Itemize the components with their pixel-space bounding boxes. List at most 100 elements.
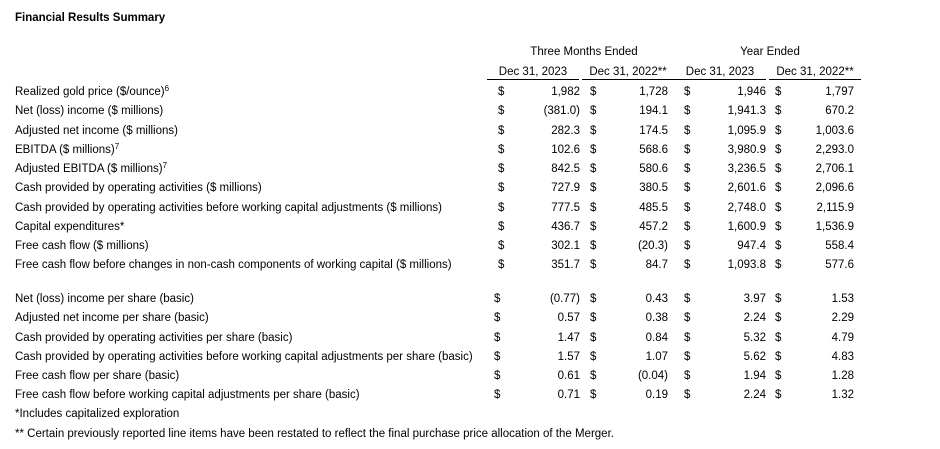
value: 1,600.9	[727, 220, 766, 233]
currency: $	[775, 201, 782, 214]
currency: $	[590, 293, 597, 305]
currency: $	[684, 143, 691, 156]
currency: $	[498, 105, 505, 118]
currency: $	[590, 312, 597, 325]
currency: $	[684, 312, 691, 325]
value: 1,728	[639, 86, 668, 98]
value: 2.29	[831, 312, 854, 325]
currency: $	[684, 124, 691, 137]
value: 5.32	[743, 331, 766, 344]
value: 1,093.8	[727, 259, 766, 272]
value: 1.28	[831, 370, 854, 382]
value: 568.6	[639, 143, 668, 156]
row-label-text: Free cash flow per share (basic)	[15, 370, 180, 382]
row-label: Free cash flow before changes in non-cas…	[15, 258, 452, 272]
currency: $	[498, 124, 505, 137]
currency: $	[775, 105, 782, 118]
value: 1,941.3	[727, 105, 766, 118]
currency: $	[775, 163, 782, 175]
footnote: *Includes capitalized exploration	[15, 408, 180, 420]
currency: $	[494, 389, 501, 402]
row-label: Cash provided by operating activities be…	[15, 201, 442, 215]
value: 0.38	[645, 312, 668, 325]
row-label: Free cash flow ($ millions)	[15, 239, 149, 253]
value: 0.84	[645, 331, 668, 344]
currency: $	[494, 331, 501, 344]
currency: $	[590, 389, 597, 402]
value: 351.7	[551, 259, 580, 272]
value: 777.5	[551, 201, 580, 214]
currency: $	[775, 124, 782, 137]
currency: $	[775, 143, 782, 156]
row-label-text: Realized gold price ($/ounce)	[15, 86, 165, 98]
row-label-text: Cash provided by operating activities be…	[15, 201, 442, 214]
value: 1.57	[557, 350, 580, 363]
currency: $	[498, 182, 505, 195]
value: 580.6	[639, 163, 668, 175]
row-label: EBITDA ($ millions)7	[15, 141, 120, 157]
value: 4.83	[831, 350, 854, 363]
value: 1,797	[825, 86, 854, 98]
value: 577.6	[825, 259, 854, 272]
currency: $	[590, 124, 597, 137]
column-header: Dec 31, 2022**	[582, 65, 674, 80]
currency: $	[775, 240, 782, 252]
currency: $	[590, 201, 597, 214]
currency: $	[684, 105, 691, 118]
currency: $	[498, 143, 505, 156]
currency: $	[494, 312, 501, 325]
currency: $	[590, 182, 597, 195]
currency: $	[590, 259, 597, 272]
footnote: ** Certain previously reported line item…	[15, 427, 614, 440]
row-label: Capital expenditures*	[15, 220, 124, 234]
footnote-ref: 7	[114, 141, 120, 151]
currency: $	[498, 220, 505, 233]
value: 3,236.5	[727, 163, 766, 175]
value: 3,980.9	[727, 143, 766, 156]
value: 282.3	[551, 124, 580, 137]
row-label: Adjusted EBITDA ($ millions)7	[15, 162, 167, 176]
currency: $	[684, 201, 691, 214]
currency: $	[775, 86, 782, 98]
value: 2,601.6	[727, 182, 766, 195]
value: 302.1	[551, 240, 580, 252]
row-label: Adjusted net income per share (basic)	[15, 311, 209, 325]
value: 84.7	[645, 259, 668, 272]
value: 1,946	[737, 86, 766, 98]
row-label: Free cash flow per share (basic)	[15, 369, 179, 383]
row-label-text: Net (loss) income per share (basic)	[15, 293, 194, 305]
value: (0.77)	[549, 293, 580, 305]
row-label: Cash provided by operating activities pe…	[15, 331, 292, 345]
value: 1.07	[645, 350, 668, 363]
value: 0.71	[557, 389, 580, 402]
value: 4.79	[831, 331, 854, 344]
value: 1.47	[557, 331, 580, 344]
currency: $	[684, 182, 691, 195]
currency: $	[494, 350, 501, 363]
currency: $	[775, 293, 782, 305]
currency: $	[775, 220, 782, 233]
row-label-text: Adjusted EBITDA ($ millions)	[15, 163, 163, 175]
row-label-text: Cash provided by operating activities be…	[15, 350, 473, 363]
currency: $	[684, 350, 691, 363]
row-label: Cash provided by operating activities be…	[15, 350, 473, 364]
value: 380.5	[639, 182, 668, 195]
currency: $	[590, 86, 597, 98]
currency: $	[590, 240, 597, 252]
value: 2,115.9	[816, 201, 854, 214]
row-label-text: Adjusted net income per share (basic)	[15, 312, 209, 325]
value: 194.1	[639, 105, 668, 118]
title: Financial Results Summary	[15, 12, 166, 24]
footnote-ref: 7	[162, 161, 168, 170]
value: (0.04)	[637, 370, 668, 382]
row-label-text: Cash provided by operating activities pe…	[15, 331, 293, 344]
currency: $	[775, 259, 782, 272]
currency: $	[684, 240, 691, 252]
currency: $	[684, 331, 691, 344]
value: 0.57	[557, 312, 580, 325]
row-label: Cash provided by operating activities ($…	[15, 181, 262, 195]
row-label-text: Adjusted net income ($ millions)	[15, 124, 178, 137]
currency: $	[775, 389, 782, 402]
currency: $	[684, 293, 691, 305]
currency: $	[498, 86, 505, 98]
